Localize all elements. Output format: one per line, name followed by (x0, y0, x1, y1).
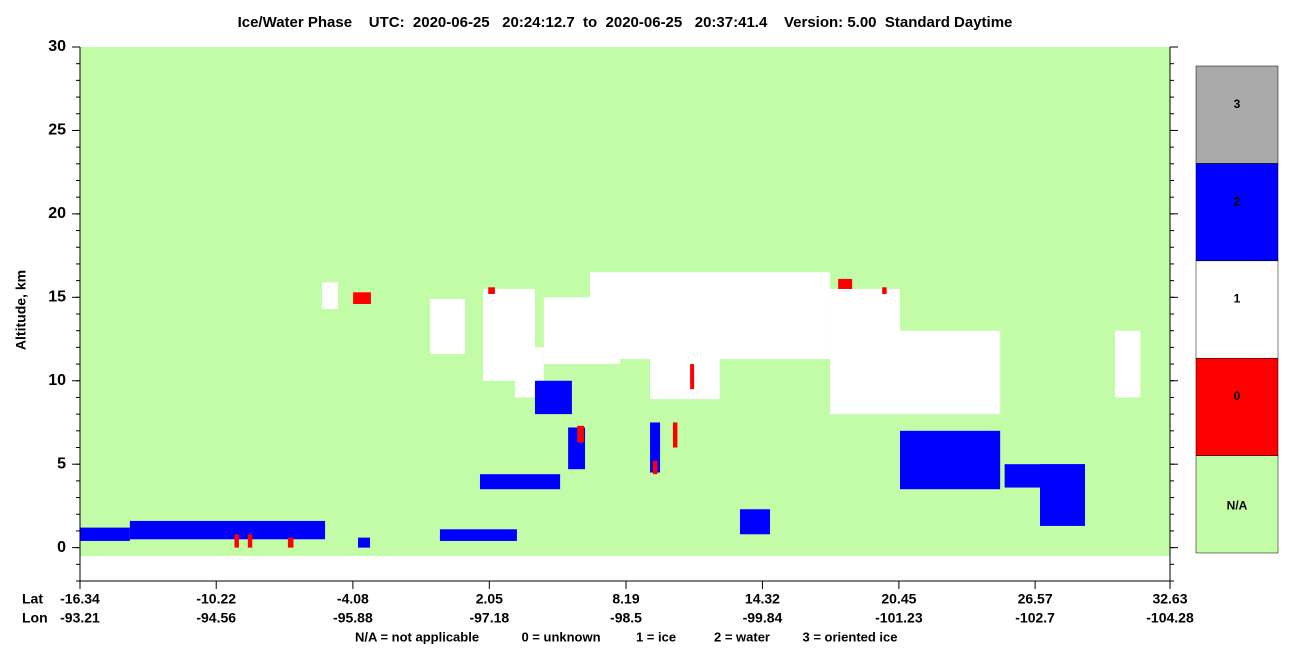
x-axis-label: Lat (22, 591, 43, 607)
phase-feature (1115, 330, 1141, 398)
phase-feature (430, 298, 466, 355)
phase-feature (650, 355, 720, 400)
colorbar-label: 0 (1234, 389, 1241, 403)
x-tick-label: -4.08 (337, 591, 369, 607)
x2-tick-label: -98.5 (610, 610, 642, 626)
y-tick-label: 25 (48, 122, 66, 139)
x-tick-label: 2.05 (476, 591, 503, 607)
colorbar-label: 3 (1234, 97, 1241, 111)
x2-tick-label: -101.23 (875, 610, 923, 626)
phase-feature (882, 287, 887, 294)
phase-feature (900, 430, 1001, 490)
phase-feature (690, 364, 695, 390)
x-tick-label: -10.22 (196, 591, 236, 607)
legend-note: 3 = oriented ice (802, 629, 897, 644)
y-tick-label: 0 (57, 539, 66, 556)
y-tick-label: 5 (57, 455, 66, 472)
phase-feature (650, 422, 661, 473)
x2-tick-label: -97.18 (469, 610, 509, 626)
phase-feature (358, 537, 371, 548)
x-tick-label: -16.34 (60, 591, 100, 607)
phase-feature (577, 425, 584, 443)
phase-feature (589, 272, 831, 360)
phase-feature (129, 520, 326, 540)
x2-tick-label: -94.56 (196, 610, 236, 626)
phase-feature (672, 422, 678, 448)
phase-feature (234, 534, 239, 548)
phase-feature (247, 534, 253, 548)
y-tick-label: 20 (48, 205, 66, 222)
colorbar-segment (1195, 65, 1279, 164)
phase-feature (321, 282, 338, 309)
colorbar-segment (1195, 455, 1279, 554)
colorbar-segment (1195, 260, 1279, 359)
colorbar-segment (1195, 357, 1279, 456)
phase-feature (652, 460, 658, 475)
phase-feature (1004, 464, 1085, 488)
x-tick-label: 20.45 (881, 591, 916, 607)
legend-note: 1 = ice (636, 629, 676, 644)
y-tick-label: 30 (48, 38, 66, 55)
legend-note: 0 = unknown (521, 629, 600, 644)
y-axis-label: Altitude, km (13, 270, 29, 350)
x2-tick-label: -104.28 (1146, 610, 1194, 626)
colorbar-segment (1195, 163, 1279, 262)
phase-feature (830, 288, 901, 415)
chart-title: Ice/Water Phase UTC: 2020-06-25 20:24:12… (238, 14, 1013, 31)
phase-feature (80, 527, 130, 541)
y-tick-label: 15 (48, 289, 66, 306)
phase-feature (838, 278, 853, 289)
x2-axis-label: Lon (22, 610, 48, 626)
x2-tick-label: -102.7 (1015, 610, 1055, 626)
phase-feature (479, 474, 561, 490)
phase-feature (287, 537, 294, 548)
phase-feature (439, 529, 517, 541)
x2-tick-label: -93.21 (60, 610, 100, 626)
phase-feature (739, 509, 771, 535)
colorbar-label: N/A (1227, 498, 1248, 512)
legend-note: 2 = water (714, 629, 770, 644)
phase-feature (488, 287, 495, 294)
x-tick-label: 26.57 (1018, 591, 1053, 607)
colorbar-label: 1 (1234, 292, 1241, 306)
legend-note: N/A = not applicable (355, 629, 479, 644)
x-tick-label: 32.63 (1152, 591, 1187, 607)
x2-tick-label: -95.88 (333, 610, 373, 626)
phase-feature (534, 380, 572, 415)
x2-tick-label: -99.84 (743, 610, 783, 626)
phase-feature (900, 330, 1001, 415)
colorbar-label: 2 (1234, 194, 1241, 208)
x-tick-label: 14.32 (745, 591, 780, 607)
x-tick-label: 8.19 (612, 591, 639, 607)
y-tick-label: 10 (48, 372, 66, 389)
phase-feature (353, 292, 371, 304)
